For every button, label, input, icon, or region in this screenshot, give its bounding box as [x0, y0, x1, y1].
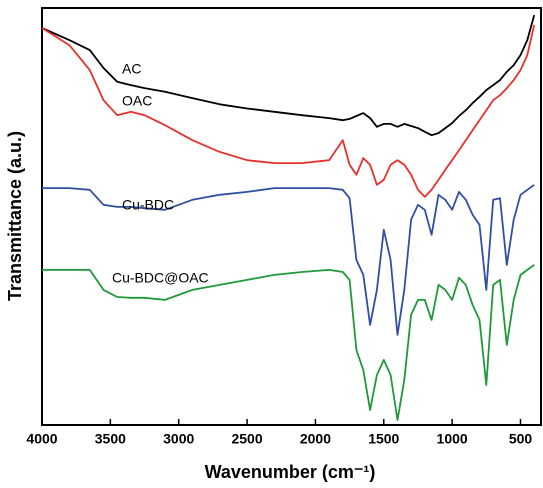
x-tick-label: 2500 — [231, 431, 262, 447]
series-label: Cu-BDC@OAC — [112, 270, 209, 286]
spectrum-line — [41, 14, 536, 137]
x-tick-label: 2000 — [300, 431, 331, 447]
x-tick-label: 1000 — [437, 431, 468, 447]
x-axis-label: Wavenumber (cm⁻¹) — [205, 462, 376, 482]
y-axis-label: Transmittance (a.u.) — [5, 131, 25, 301]
x-tick-label: 3000 — [163, 431, 194, 447]
plot-frame — [41, 7, 542, 426]
x-tick-label: 1500 — [368, 431, 399, 447]
spectrum-line — [42, 264, 535, 421]
x-tick-label: 3500 — [95, 431, 126, 447]
x-tick-label: 500 — [509, 431, 533, 447]
series-label: AC — [122, 61, 141, 77]
spectrum-line — [42, 184, 535, 336]
spectrum-line — [41, 24, 536, 198]
x-tick-label: 4000 — [26, 431, 57, 447]
series-label: Cu-BDC — [122, 197, 174, 213]
series-label: OAC — [122, 93, 152, 109]
